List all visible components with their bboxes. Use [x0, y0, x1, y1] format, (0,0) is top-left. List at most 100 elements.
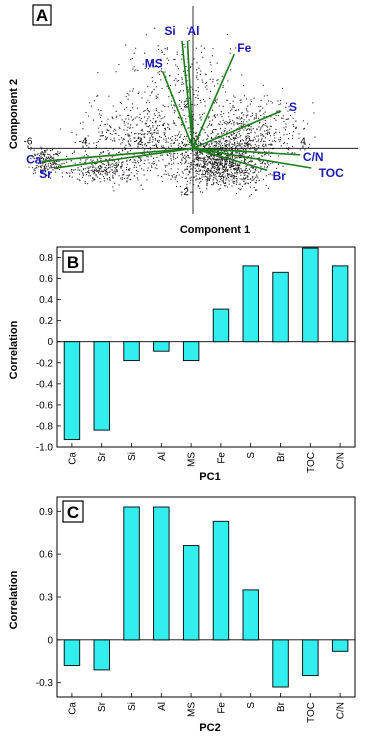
score-point [166, 85, 168, 87]
score-point [233, 137, 235, 139]
score-point [268, 131, 270, 133]
score-point [229, 163, 231, 165]
score-point [137, 93, 139, 95]
score-point [127, 134, 129, 136]
score-point [156, 156, 158, 158]
score-point [290, 114, 292, 116]
y-tick-label: 0.4 [39, 295, 53, 306]
score-point [258, 179, 260, 181]
score-point [35, 167, 37, 169]
score-point [48, 171, 50, 173]
score-point [228, 160, 230, 162]
score-point [182, 138, 184, 140]
score-point [261, 138, 263, 140]
score-point [213, 141, 215, 143]
score-point [197, 150, 199, 152]
score-point [100, 170, 102, 172]
score-point [189, 142, 191, 144]
score-point [246, 142, 248, 144]
score-point [108, 95, 110, 97]
score-point [213, 166, 215, 168]
score-point [202, 166, 204, 168]
score-point [268, 173, 270, 175]
score-point [295, 127, 297, 129]
score-point [259, 121, 261, 123]
score-point [268, 150, 270, 152]
score-point [287, 138, 289, 140]
score-point [155, 97, 157, 99]
score-point [261, 161, 263, 163]
score-point [231, 173, 233, 175]
score-point [228, 155, 230, 157]
score-point [155, 95, 157, 97]
score-point [196, 69, 198, 71]
score-point [254, 182, 256, 184]
score-point [34, 154, 36, 156]
score-point [123, 171, 125, 173]
score-point [271, 144, 273, 146]
score-point [188, 171, 190, 173]
score-point [147, 110, 149, 112]
score-point [249, 143, 251, 145]
score-point [279, 140, 281, 142]
score-point [234, 163, 236, 165]
score-point [235, 47, 237, 49]
score-point [224, 130, 226, 132]
score-point [160, 70, 162, 72]
score-point [264, 163, 266, 165]
score-point [181, 158, 183, 160]
score-point [210, 64, 212, 66]
score-point [218, 157, 220, 159]
x-tick-label: Fe [216, 452, 227, 464]
score-point [267, 131, 269, 133]
score-point [134, 117, 136, 119]
score-point [205, 169, 207, 171]
score-point [250, 166, 252, 168]
score-point [266, 125, 268, 127]
score-point [89, 102, 91, 104]
y-tick-label: 0.8 [39, 253, 53, 264]
score-point [51, 149, 53, 151]
score-point [142, 133, 144, 135]
score-point [223, 178, 225, 180]
score-point [112, 148, 114, 150]
score-point [266, 103, 268, 105]
score-point [176, 80, 178, 82]
score-point [234, 110, 236, 112]
score-point [262, 124, 264, 126]
score-point [65, 172, 67, 174]
score-point [203, 47, 205, 49]
score-point [115, 116, 117, 118]
score-point [186, 80, 188, 82]
score-point [74, 162, 76, 164]
score-point [203, 164, 205, 166]
score-point [181, 142, 183, 144]
score-point [98, 172, 100, 174]
score-point [100, 152, 102, 154]
score-point [135, 132, 137, 134]
score-point [253, 171, 255, 173]
score-point [211, 175, 213, 177]
score-point [102, 171, 104, 173]
score-point [261, 139, 263, 141]
score-point [208, 178, 210, 180]
score-point [124, 124, 126, 126]
score-point [210, 155, 212, 157]
score-point [198, 157, 200, 159]
score-point [139, 133, 141, 135]
score-point [224, 159, 226, 161]
score-point [254, 117, 256, 119]
score-point [221, 132, 223, 134]
score-point [206, 188, 208, 190]
score-point [198, 137, 200, 139]
score-point [221, 180, 223, 182]
score-point [236, 178, 238, 180]
score-point [237, 123, 239, 125]
score-point [213, 183, 215, 185]
score-point [73, 169, 75, 171]
score-point [40, 153, 42, 155]
score-point [243, 177, 245, 179]
score-point [236, 171, 238, 173]
score-point [220, 150, 222, 152]
score-point [239, 172, 241, 174]
